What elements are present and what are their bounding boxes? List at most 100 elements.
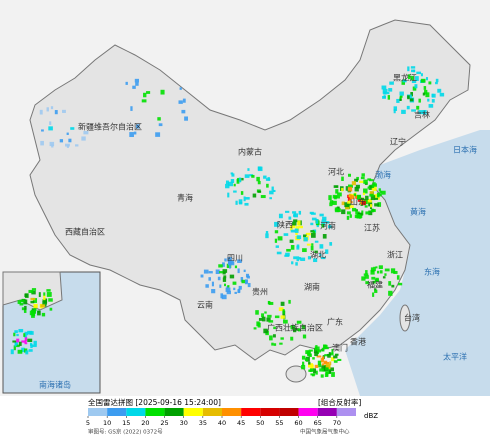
radar-echo bbox=[291, 261, 294, 265]
radar-echo bbox=[321, 363, 325, 366]
radar-echo bbox=[288, 216, 292, 220]
radar-echo bbox=[378, 265, 383, 269]
radar-echo bbox=[132, 85, 136, 89]
radar-echo bbox=[21, 347, 25, 353]
radar-echo bbox=[38, 292, 41, 297]
province-label: 西藏自治区 bbox=[65, 227, 105, 237]
radar-echo bbox=[278, 307, 284, 312]
province-label: 黑龙江 bbox=[393, 73, 417, 83]
radar-echo bbox=[354, 178, 358, 182]
radar-echo bbox=[277, 236, 283, 241]
radar-echo bbox=[379, 270, 383, 274]
radar-echo bbox=[252, 193, 257, 198]
radar-echo bbox=[369, 179, 374, 182]
radar-echo bbox=[301, 364, 306, 370]
radar-echo bbox=[352, 207, 357, 212]
radar-echo bbox=[129, 132, 134, 138]
radar-echo bbox=[19, 302, 24, 306]
radar-echo bbox=[387, 91, 390, 95]
radar-echo bbox=[347, 197, 352, 202]
radar-echo bbox=[66, 132, 69, 135]
radar-echo bbox=[10, 349, 14, 355]
radar-echo bbox=[247, 168, 250, 171]
province-label: 广东 bbox=[327, 317, 343, 327]
radar-echo bbox=[238, 285, 242, 290]
radar-echo bbox=[41, 129, 44, 132]
radar-echo bbox=[393, 106, 398, 111]
radar-echo bbox=[348, 199, 352, 202]
radar-echo bbox=[70, 127, 75, 130]
color-swatch bbox=[241, 408, 261, 416]
radar-echo bbox=[337, 192, 342, 197]
radar-echo bbox=[49, 307, 53, 311]
radar-echo bbox=[23, 299, 28, 305]
radar-echo bbox=[240, 191, 244, 195]
radar-echo bbox=[427, 98, 430, 102]
radar-echo bbox=[221, 294, 227, 300]
radar-echo bbox=[324, 346, 329, 350]
radar-echo bbox=[229, 274, 235, 279]
radar-echo bbox=[379, 190, 383, 194]
radar-echo bbox=[238, 177, 242, 183]
radar-echo bbox=[346, 215, 350, 220]
legend-panel bbox=[0, 396, 490, 439]
tick-label: 70 bbox=[333, 419, 341, 427]
radar-echo bbox=[347, 200, 350, 204]
sea-label: 渤海 bbox=[375, 170, 391, 180]
radar-echo bbox=[273, 343, 277, 346]
radar-echo bbox=[220, 293, 224, 299]
radar-echo bbox=[329, 361, 332, 366]
radar-echo bbox=[348, 186, 353, 192]
radar-echo bbox=[296, 256, 300, 262]
radar-echo bbox=[317, 360, 322, 366]
radar-echo bbox=[205, 284, 209, 288]
radar-echo bbox=[230, 178, 235, 183]
radar-echo bbox=[360, 176, 365, 180]
province-label: 辽宁 bbox=[390, 137, 406, 147]
radar-echo bbox=[377, 202, 382, 207]
province-label: 山东 bbox=[350, 197, 366, 207]
radar-echo bbox=[389, 81, 394, 85]
radar-echo bbox=[374, 197, 379, 200]
radar-echo bbox=[364, 275, 369, 279]
radar-echo bbox=[410, 92, 414, 97]
radar-echo bbox=[296, 245, 300, 250]
radar-echo bbox=[306, 243, 311, 246]
radar-echo bbox=[322, 216, 327, 221]
radar-echo bbox=[274, 221, 279, 227]
radar-echo bbox=[381, 85, 387, 90]
radar-echo bbox=[341, 201, 346, 206]
radar-echo bbox=[298, 210, 302, 215]
radar-echo bbox=[301, 355, 306, 360]
radar-echo bbox=[371, 188, 376, 191]
radar-echo bbox=[377, 193, 382, 197]
radar-echo bbox=[225, 183, 230, 189]
legend-unit: dBZ bbox=[364, 412, 378, 420]
radar-echo bbox=[234, 291, 237, 294]
radar-echo bbox=[208, 271, 213, 274]
radar-echo bbox=[311, 243, 314, 246]
radar-echo bbox=[238, 199, 243, 204]
tick-label: 50 bbox=[256, 419, 264, 427]
radar-echo bbox=[326, 221, 330, 224]
radar-echo bbox=[41, 312, 46, 317]
radar-echo bbox=[321, 356, 325, 361]
radar-echo bbox=[382, 88, 388, 94]
radar-echo bbox=[314, 250, 318, 254]
radar-echo bbox=[244, 174, 250, 178]
radar-echo bbox=[329, 242, 333, 246]
radar-echo bbox=[407, 95, 410, 100]
radar-echo bbox=[223, 275, 227, 279]
radar-echo bbox=[237, 268, 240, 274]
radar-echo bbox=[211, 281, 214, 287]
radar-echo bbox=[373, 194, 378, 198]
radar-echo bbox=[411, 80, 417, 84]
radar-echo bbox=[304, 358, 309, 362]
radar-echo bbox=[390, 268, 396, 274]
radar-echo bbox=[329, 200, 334, 204]
radar-echo bbox=[229, 260, 234, 264]
radar-echo bbox=[219, 271, 223, 274]
radar-echo bbox=[21, 307, 25, 311]
radar-echo bbox=[351, 181, 356, 186]
radar-echo bbox=[347, 173, 351, 177]
